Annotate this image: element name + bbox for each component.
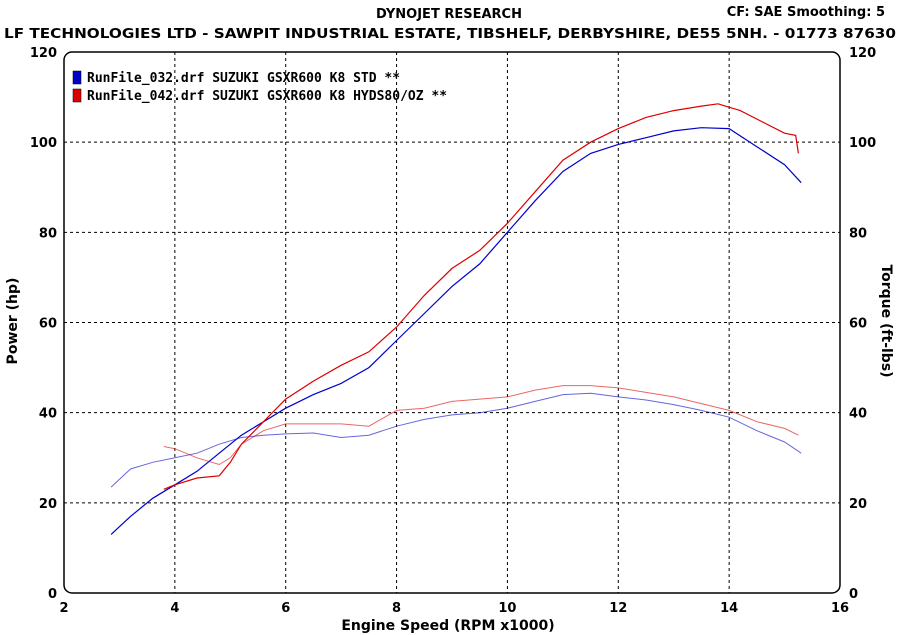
legend-label-hyds: RunFile_042.drf SUZUKI GSXR600 K8 HYDS80… bbox=[87, 89, 447, 104]
y-axis-ticks: 0 20 40 60 80 100 120 bbox=[30, 46, 57, 602]
torque-line-series-1 bbox=[163, 385, 799, 466]
grid bbox=[64, 52, 840, 593]
y-axis-label: Power (hp) bbox=[5, 278, 21, 365]
x-tick-label: 8 bbox=[392, 601, 401, 616]
y2-tick-label: 120 bbox=[849, 46, 876, 61]
legend-swatch-std bbox=[72, 70, 82, 85]
x-tick-label: 2 bbox=[59, 601, 68, 616]
y2-tick-label: 60 bbox=[849, 317, 867, 332]
x-axis-ticks: 2 4 6 8 10 12 14 16 bbox=[59, 601, 849, 616]
y2-axis-label: Torque (ft-lbs) bbox=[878, 264, 894, 377]
y-tick-label: 100 bbox=[30, 136, 57, 151]
y-tick-label: 60 bbox=[39, 317, 57, 332]
y-tick-label: 80 bbox=[39, 226, 57, 241]
y-tick-label: 40 bbox=[39, 407, 57, 422]
y2-tick-label: 80 bbox=[849, 226, 867, 241]
series-lines bbox=[110, 103, 802, 535]
y2-tick-label: 20 bbox=[849, 497, 867, 512]
torque-line-series-0 bbox=[110, 392, 802, 488]
x-tick-label: 4 bbox=[170, 601, 179, 616]
chart-title: DYNOJET RESEARCH bbox=[376, 7, 522, 22]
x-axis-label: Engine Speed (RPM x1000) bbox=[341, 618, 554, 634]
power-line-series-1 bbox=[163, 103, 799, 490]
x-tick-label: 6 bbox=[281, 601, 290, 616]
legend-label-std: RunFile_032.drf SUZUKI GSXR600 K8 STD ** bbox=[87, 71, 400, 86]
x-tick-label: 12 bbox=[609, 601, 627, 616]
chart-subtitle-company: LF TECHNOLOGIES LTD - SAWPIT INDUSTRIAL … bbox=[4, 27, 896, 42]
y-tick-label: 0 bbox=[48, 587, 57, 602]
y-tick-label: 20 bbox=[39, 497, 57, 512]
legend-swatch-hyds bbox=[72, 88, 82, 103]
y2-tick-label: 100 bbox=[849, 136, 876, 151]
x-tick-label: 14 bbox=[720, 601, 738, 616]
chart-settings: CF: SAE Smoothing: 5 bbox=[727, 5, 885, 20]
y2-axis-ticks: 0 20 40 60 80 100 120 bbox=[849, 46, 876, 602]
x-tick-label: 16 bbox=[831, 601, 849, 616]
y-tick-label: 120 bbox=[30, 46, 57, 61]
y2-tick-label: 0 bbox=[849, 587, 858, 602]
y2-tick-label: 40 bbox=[849, 407, 867, 422]
legend: RunFile_032.drf SUZUKI GSXR600 K8 STD **… bbox=[72, 70, 447, 104]
x-tick-label: 10 bbox=[498, 601, 516, 616]
power-line-series-0 bbox=[110, 127, 802, 535]
